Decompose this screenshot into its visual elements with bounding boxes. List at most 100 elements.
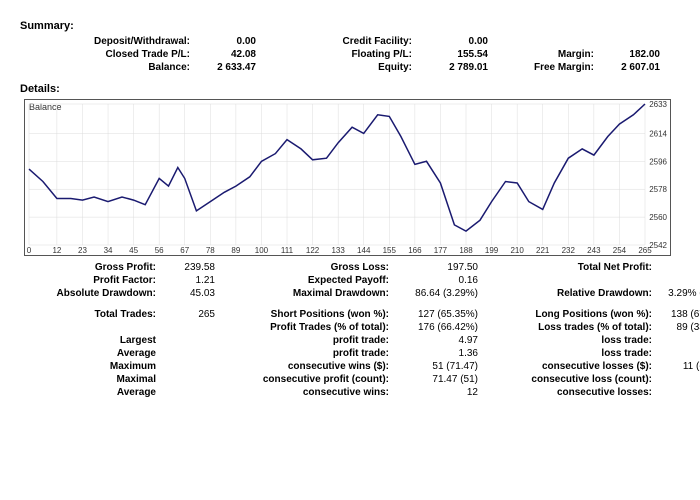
detail-value: 89 (33.58%): [656, 322, 700, 333]
svg-text:56: 56: [155, 246, 164, 255]
detail-label: Loss trades (% of total):: [482, 322, 652, 333]
detail-label: Total Net Profit:: [482, 262, 652, 273]
detail-label: loss trade:: [482, 348, 652, 359]
detail-label: Absolute Drawdown:: [26, 288, 156, 299]
detail-value: [160, 322, 215, 333]
svg-text:45: 45: [129, 246, 138, 255]
svg-text:89: 89: [231, 246, 240, 255]
summary-label: Deposit/Withdrawal:: [50, 36, 190, 47]
svg-text:23: 23: [78, 246, 87, 255]
svg-text:2596: 2596: [649, 157, 667, 166]
detail-value: 71.47 (51): [393, 374, 478, 385]
svg-text:2578: 2578: [649, 185, 667, 194]
svg-text:188: 188: [459, 246, 473, 255]
summary-value: 2 607.01: [600, 62, 660, 73]
balance-chart: Balance 01223344556677889100111122133144…: [24, 99, 671, 256]
detail-value: [160, 387, 215, 398]
detail-label: Gross Profit:: [26, 262, 156, 273]
detail-value: [656, 374, 700, 385]
summary-label: Credit Facility:: [262, 36, 412, 47]
svg-text:2633: 2633: [649, 100, 667, 109]
detail-value: 42.08: [656, 262, 700, 273]
detail-value: 1.21: [160, 275, 215, 286]
svg-text:177: 177: [434, 246, 448, 255]
summary-label: [494, 36, 594, 47]
detail-value: 6: [656, 387, 700, 398]
detail-value: 3.29% (86.64): [656, 288, 700, 299]
detail-label: Long Positions (won %):: [482, 309, 652, 320]
detail-label: Profit Factor:: [26, 275, 156, 286]
svg-text:78: 78: [206, 246, 215, 255]
summary-value: 0.00: [418, 36, 488, 47]
detail-label: Gross Loss:: [219, 262, 389, 273]
svg-text:199: 199: [485, 246, 499, 255]
detail-label: Profit Trades (% of total):: [219, 322, 389, 333]
detail-value: 265: [160, 309, 215, 320]
svg-text:144: 144: [357, 246, 371, 255]
detail-label: Average: [26, 387, 156, 398]
detail-label: profit trade:: [219, 335, 389, 346]
summary-value: 2 633.47: [196, 62, 256, 73]
summary-label: Margin:: [494, 49, 594, 60]
svg-text:67: 67: [180, 246, 189, 255]
detail-value: 4.97: [393, 335, 478, 346]
detail-label: consecutive profit (count):: [219, 374, 389, 385]
detail-label: Maximal: [26, 374, 156, 385]
detail-label: Expected Payoff:: [219, 275, 389, 286]
summary-label: Equity:: [262, 62, 412, 73]
detail-value: 11 (-45.96): [656, 361, 700, 372]
detail-value: 197.50: [393, 262, 478, 273]
svg-text:12: 12: [52, 246, 61, 255]
detail-label: [26, 322, 156, 333]
details-table: Gross Profit: 239.58 Gross Loss: 197.50 Tota…: [26, 262, 680, 398]
detail-value: 51 (71.47): [393, 361, 478, 372]
detail-value: 0.16: [393, 275, 478, 286]
svg-text:100: 100: [255, 246, 269, 255]
svg-text:2614: 2614: [649, 129, 667, 138]
detail-label: Short Positions (won %):: [219, 309, 389, 320]
svg-text:221: 221: [536, 246, 550, 255]
summary-label: Floating P/L:: [262, 49, 412, 60]
svg-text:155: 155: [383, 246, 397, 255]
detail-value: 12: [393, 387, 478, 398]
detail-label: Largest: [26, 335, 156, 346]
summary-value: 182.00: [600, 49, 660, 60]
detail-value: 239.58: [160, 262, 215, 273]
detail-label: loss trade:: [482, 335, 652, 346]
summary-heading: Summary:: [20, 20, 680, 32]
details-heading: Details:: [20, 83, 680, 95]
detail-label: Total Trades:: [26, 309, 156, 320]
svg-text:111: 111: [281, 246, 294, 255]
detail-label: Maximum: [26, 361, 156, 372]
summary-value: 42.08: [196, 49, 256, 60]
svg-text:232: 232: [562, 246, 576, 255]
detail-value: 45.03: [160, 288, 215, 299]
svg-text:254: 254: [613, 246, 627, 255]
svg-text:2560: 2560: [649, 213, 667, 222]
svg-text:210: 210: [510, 246, 524, 255]
detail-value: 176 (66.42%): [393, 322, 478, 333]
detail-value: [160, 348, 215, 359]
detail-label: Relative Drawdown:: [482, 288, 652, 299]
detail-label: consecutive losses ($):: [482, 361, 652, 372]
detail-value: 127 (65.35%): [393, 309, 478, 320]
svg-text:34: 34: [104, 246, 113, 255]
chart-svg: 0122334455667788910011112213314415516617…: [25, 100, 670, 255]
detail-value: 86.64 (3.29%): [393, 288, 478, 299]
summary-value: 155.54: [418, 49, 488, 60]
detail-label: consecutive wins ($):: [219, 361, 389, 372]
summary-table: Deposit/Withdrawal: 0.00 Credit Facility…: [50, 36, 680, 73]
svg-text:243: 243: [587, 246, 601, 255]
detail-label: profit trade:: [219, 348, 389, 359]
summary-value: 0.00: [196, 36, 256, 47]
detail-label: consecutive wins:: [219, 387, 389, 398]
svg-text:0: 0: [27, 246, 32, 255]
detail-value: [160, 361, 215, 372]
svg-text:2542: 2542: [649, 241, 667, 250]
detail-value: -4.64: [656, 335, 700, 346]
summary-label: Free Margin:: [494, 62, 594, 73]
detail-value: -2.22: [656, 348, 700, 359]
detail-value: [160, 335, 215, 346]
svg-text:133: 133: [331, 246, 345, 255]
detail-value: 138 (67.39%): [656, 309, 700, 320]
